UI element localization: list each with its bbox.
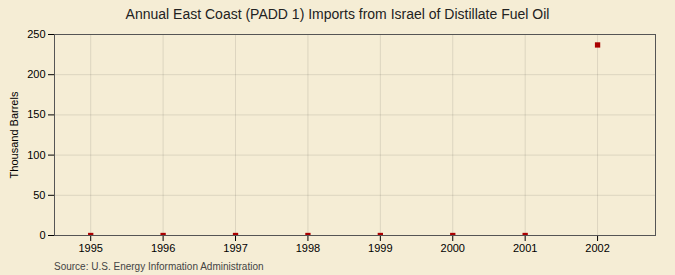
svg-text:2002: 2002 bbox=[585, 242, 609, 254]
svg-text:50: 50 bbox=[33, 189, 45, 201]
svg-text:200: 200 bbox=[27, 68, 45, 80]
svg-text:2001: 2001 bbox=[513, 242, 537, 254]
html-text:Source: U.S. Energy Informatio: Source: U.S. Energy Information Administ… bbox=[54, 261, 264, 272]
svg-text:150: 150 bbox=[27, 108, 45, 120]
svg-text:1997: 1997 bbox=[223, 242, 247, 254]
svg-text:Thousand Barrels: Thousand Barrels bbox=[8, 91, 20, 178]
svg-text:1995: 1995 bbox=[78, 242, 102, 254]
svg-text:2000: 2000 bbox=[441, 242, 465, 254]
svg-text:100: 100 bbox=[27, 149, 45, 161]
html-text:Annual East Coast (PADD 1) Imp: Annual East Coast (PADD 1) Imports from … bbox=[125, 6, 550, 22]
svg-text:0: 0 bbox=[39, 229, 45, 241]
svg-text:250: 250 bbox=[27, 28, 45, 40]
svg-text:1996: 1996 bbox=[151, 242, 175, 254]
svg-text:1999: 1999 bbox=[368, 242, 392, 254]
svg-text:1998: 1998 bbox=[296, 242, 320, 254]
